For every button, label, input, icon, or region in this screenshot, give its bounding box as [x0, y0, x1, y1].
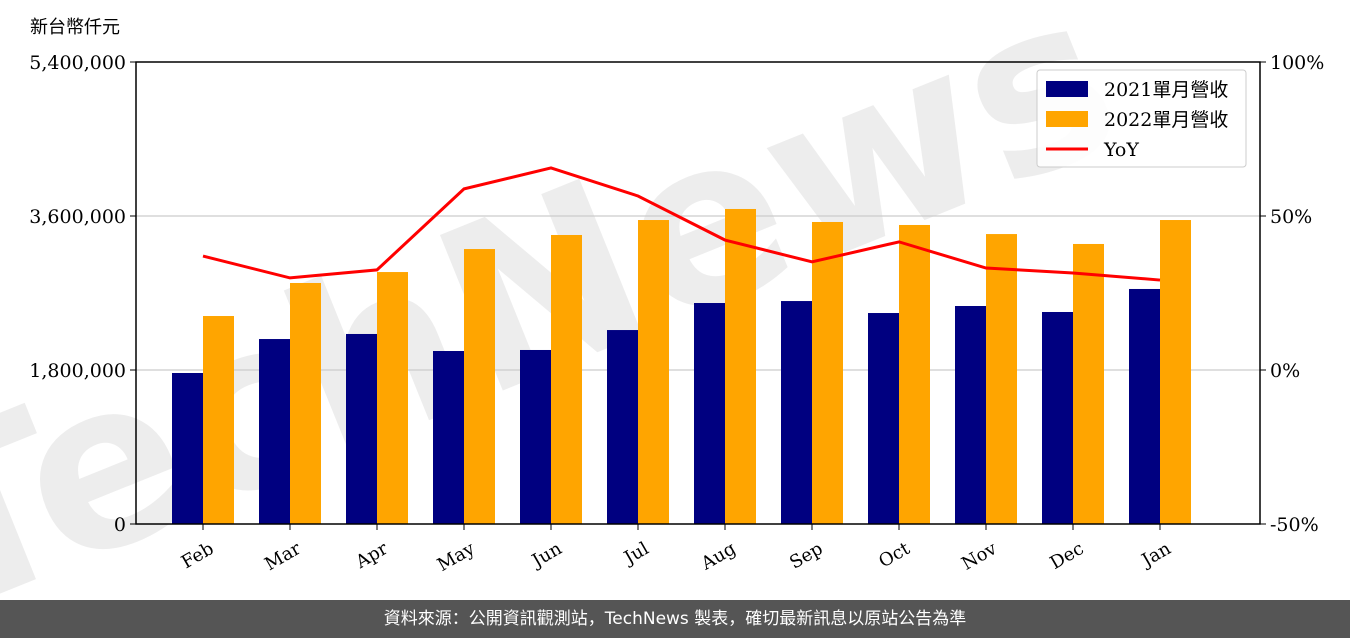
y2-tick-label: 100% [1270, 52, 1324, 74]
bar-2021單月營收-Nov [955, 306, 986, 524]
bar-2022單月營收-Mar [290, 282, 321, 524]
x-tick-label: Jul [619, 538, 653, 570]
legend-label: YoY [1103, 139, 1139, 161]
x-tick-label: Sep [786, 538, 826, 573]
bar-2021單月營收-Jul [607, 330, 638, 524]
bar-2021單月營收-Mar [259, 339, 290, 524]
bar-2021單月營收-Dec [1042, 311, 1073, 524]
x-tick-label: Jan [1137, 538, 1175, 572]
legend-swatch [1046, 111, 1088, 127]
y-tick-label: 5,400,000 [29, 52, 126, 74]
legend-label: 2021單月營收 [1104, 79, 1228, 101]
bar-2021單月營收-Jan [1129, 288, 1160, 524]
bar-2021單月營收-Feb [172, 372, 203, 524]
y-axis-label: 新台幣仟元 [30, 17, 120, 38]
bar-2022單月營收-May [464, 249, 495, 524]
y-tick-label: 3,600,000 [29, 206, 126, 228]
bar-2021單月營收-Jun [520, 349, 551, 524]
bar-2021單月營收-May [433, 351, 464, 524]
bar-2022單月營收-Oct [899, 224, 930, 524]
x-tick-label: Nov [958, 538, 1001, 575]
x-tick-label: Dec [1047, 538, 1088, 574]
legend-label: 2022單月營收 [1104, 109, 1228, 131]
y2-tick-label: -50% [1270, 514, 1319, 536]
y-tick-label: 0 [114, 514, 126, 536]
bar-2021單月營收-Sep [781, 301, 812, 524]
yoy-line [202, 166, 1161, 282]
y2-tick-label: 50% [1270, 206, 1312, 228]
bar-2022單月營收-Jan [1160, 220, 1191, 524]
y2-tick-label: 0% [1270, 360, 1300, 382]
bar-2022單月營收-Jul [638, 220, 669, 524]
y-tick-label: 1,800,000 [29, 360, 126, 382]
bar-2021單月營收-Aug [694, 303, 725, 524]
x-tick-label: May [434, 538, 479, 576]
x-tick-label: Aug [697, 538, 740, 575]
bar-2022單月營收-Nov [986, 234, 1017, 524]
x-tick-label: Oct [875, 538, 914, 573]
chart: TechNews 01,800,0003,600,0005,400,000-50… [0, 0, 1324, 600]
legend: 2021單月營收 2022單月營收 YoY [1036, 69, 1247, 168]
bar-2021單月營收-Oct [868, 313, 899, 524]
bar-2022單月營收-Aug [725, 208, 756, 525]
plot-frame [135, 61, 1261, 525]
legend-box [1036, 69, 1247, 168]
bar-2022單月營收-Sep [812, 221, 843, 524]
bar-2022單月營收-Dec [1073, 243, 1104, 524]
x-tick-label: Jun [527, 538, 566, 573]
bar-2022單月營收-Jun [551, 234, 582, 524]
bar-2022單月營收-Feb [203, 316, 234, 524]
legend-swatch [1046, 81, 1088, 97]
bar-2022單月營收-Apr [377, 272, 408, 524]
bar-2021單月營收-Apr [346, 333, 377, 524]
x-tick-label: Apr [351, 538, 391, 573]
footer-source: 資料來源：公開資訊觀測站，TechNews 製表，確切最新訊息以原站公告為準 [0, 600, 1350, 638]
